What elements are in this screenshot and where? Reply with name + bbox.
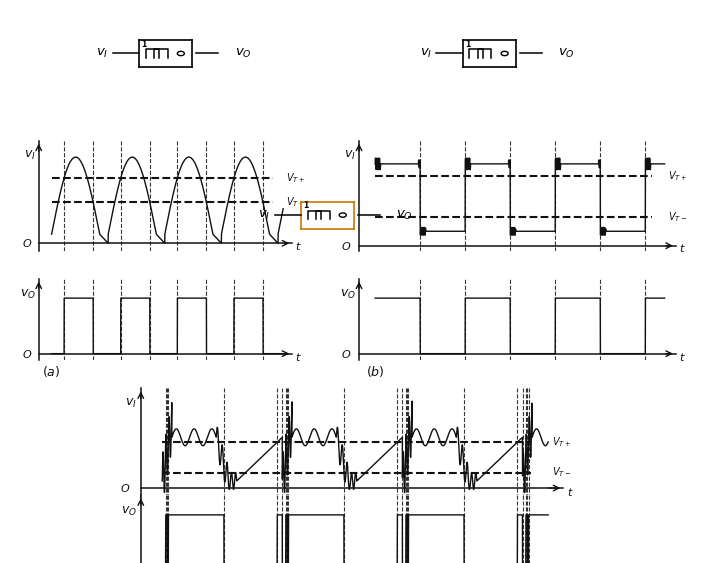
Text: $v_I$: $v_I$ bbox=[344, 149, 356, 162]
Text: $v_O$: $v_O$ bbox=[120, 504, 137, 517]
Text: $v_O$: $v_O$ bbox=[396, 208, 413, 222]
Text: $V_{T+}$: $V_{T+}$ bbox=[553, 435, 572, 449]
Text: $V_{T+}$: $V_{T+}$ bbox=[286, 171, 305, 185]
Text: $v_I$: $v_I$ bbox=[258, 208, 270, 222]
Text: $V_{T+}$: $V_{T+}$ bbox=[668, 169, 687, 184]
Text: $v_O$: $v_O$ bbox=[234, 47, 251, 60]
Text: $V_{T-}$: $V_{T-}$ bbox=[286, 195, 305, 209]
Text: $(a)$: $(a)$ bbox=[42, 364, 61, 379]
Text: $t$: $t$ bbox=[567, 486, 574, 498]
Text: $t$: $t$ bbox=[679, 351, 686, 363]
Text: 1: 1 bbox=[303, 202, 308, 211]
Text: $v_I$: $v_I$ bbox=[25, 149, 36, 162]
Text: $v_O$: $v_O$ bbox=[558, 47, 575, 60]
Text: $O$: $O$ bbox=[341, 240, 351, 252]
Text: $t$: $t$ bbox=[295, 240, 301, 252]
Text: $O$: $O$ bbox=[22, 237, 32, 249]
Text: $O$: $O$ bbox=[22, 348, 32, 360]
Text: $V_{T-}$: $V_{T-}$ bbox=[668, 210, 687, 224]
Text: $(b)$: $(b)$ bbox=[366, 364, 384, 379]
Text: $v_O$: $v_O$ bbox=[340, 288, 356, 301]
Text: $v_O$: $v_O$ bbox=[20, 288, 36, 301]
Text: $v_I$: $v_I$ bbox=[125, 396, 137, 409]
Text: $O$: $O$ bbox=[120, 482, 130, 494]
Text: $t$: $t$ bbox=[679, 242, 686, 254]
Text: $v_I$: $v_I$ bbox=[96, 47, 108, 60]
Text: $O$: $O$ bbox=[341, 348, 351, 360]
Text: 1: 1 bbox=[142, 40, 146, 49]
Text: $t$: $t$ bbox=[295, 351, 301, 363]
Text: $v_I$: $v_I$ bbox=[420, 47, 432, 60]
Text: $V_{T-}$: $V_{T-}$ bbox=[553, 466, 572, 480]
Text: 1: 1 bbox=[465, 40, 470, 49]
